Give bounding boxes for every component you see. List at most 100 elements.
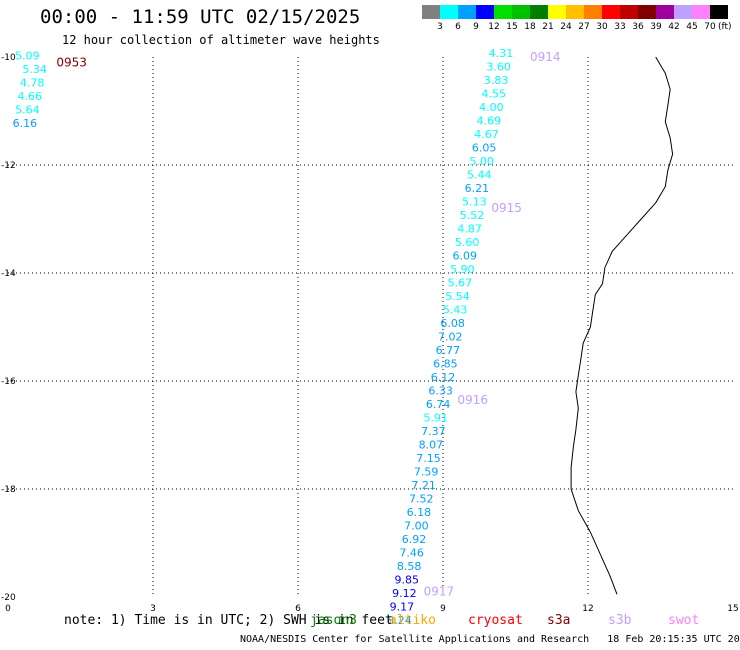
wave-height-label: 4.78 [20, 77, 45, 90]
wave-height-label: 6.12 [431, 371, 456, 384]
color-legend-swatch: 45 [674, 5, 698, 32]
color-legend-swatch: 9 [458, 5, 479, 32]
color-legend-swatch: 30 [584, 5, 608, 32]
color-legend-swatch: 3 [422, 5, 443, 32]
y-tick-label: -14 [1, 269, 16, 279]
color-legend-label: 42 [668, 22, 680, 32]
color-legend-swatch: 12 [476, 5, 500, 32]
color-legend-swatch [710, 5, 728, 19]
color-legend-label: 18 [524, 22, 536, 32]
color-legend-swatch: 21 [530, 5, 554, 32]
color-legend-label: 33 [614, 22, 626, 32]
wave-height-label: 7.52 [409, 493, 434, 506]
wave-height-label: 6.16 [13, 117, 38, 130]
wave-height-label: 6.92 [402, 533, 427, 546]
color-legend-swatch: 33 [602, 5, 626, 32]
footer-timestamp: 18 Feb 20:15:35 UTC 2025 [607, 634, 740, 645]
wave-height-label: 4.67 [474, 128, 499, 141]
color-legend-label: 70 [704, 22, 716, 32]
x-tick-label: 12 [582, 604, 593, 614]
wave-height-label: 6.77 [436, 344, 461, 357]
color-legend-swatch: 27 [566, 5, 590, 32]
wave-height-label: 5.34 [22, 63, 47, 76]
wave-height-label: 5.90 [450, 263, 475, 276]
wave-height-label: 5.43 [443, 304, 468, 317]
wave-height-label: 5.00 [469, 155, 494, 168]
color-legend-label: 39 [650, 22, 662, 32]
color-legend-swatch: 39 [638, 5, 662, 32]
wave-height-label: 7.02 [438, 331, 463, 344]
color-legend-swatch: 6 [440, 5, 461, 32]
wave-height-label: 4.31 [489, 47, 514, 60]
pass-time-label: 0914 [530, 50, 561, 64]
wave-height-label: 5.60 [455, 236, 480, 249]
wave-height-label: 9.12 [392, 587, 417, 600]
color-legend-label: 24 [560, 22, 572, 32]
wave-height-label: 3.60 [486, 61, 511, 74]
color-legend-swatch: 36 [620, 5, 644, 32]
color-legend-label: 9 [473, 22, 479, 32]
satellite-legend-altiko: altiko [389, 613, 436, 628]
color-legend: 3 6 9 12 15 18 21 24 27 30 33 36 39 42 45 70 [422, 5, 728, 32]
coastline [570, 56, 674, 595]
wave-height-label: 4.55 [482, 88, 507, 101]
wave-height-label: 5.52 [460, 209, 485, 222]
x-tick-label: 6 [295, 604, 301, 614]
wave-height-label: 7.00 [404, 520, 429, 533]
wave-height-label: 7.59 [414, 466, 439, 479]
color-legend-label: 30 [596, 22, 608, 32]
wave-height-label: 8.07 [419, 439, 444, 452]
wave-height-label: 7.46 [399, 547, 424, 560]
wave-height-label: 6.18 [407, 506, 432, 519]
color-legend-swatch: 24 [548, 5, 572, 32]
pass-time-label: 0953 [56, 55, 87, 69]
wave-height-label: 6.33 [428, 385, 453, 398]
footer-note: note: 1) Time is in UTC; 2) SWH is in fe… [64, 613, 393, 628]
credit-text: NOAA/NESDIS Center for Satellite Applica… [240, 634, 590, 645]
color-legend-label: 21 [542, 22, 554, 32]
wave-height-label: 4.69 [477, 115, 502, 128]
y-tick-label: -12 [1, 161, 16, 171]
satellite-legend-jason3: jason3 [310, 613, 357, 628]
wave-height-label: 6.74 [426, 398, 451, 411]
wave-height-label: 5.13 [462, 196, 487, 209]
color-legend-swatch: 70 [692, 5, 716, 32]
color-legend-label: 3 [437, 22, 443, 32]
wave-height-label: 4.87 [457, 223, 482, 236]
wave-height-label: 7.15 [416, 452, 441, 465]
footer-credit: NOAA/NESDIS Center for Satellite Applica… [240, 634, 740, 645]
wave-height-label: 8.58 [397, 560, 422, 573]
satellite-legend-swot: swot [668, 613, 700, 628]
wave-height-label: 4.66 [18, 90, 43, 103]
wave-height-label: 5.64 [15, 104, 40, 117]
y-tick-label: -20 [1, 593, 16, 603]
color-legend-label: 6 [455, 22, 461, 32]
satellite-legend-s3b: s3b [608, 613, 632, 628]
wave-height-label: 6.09 [453, 250, 478, 263]
x-tick-label: 3 [150, 604, 156, 614]
color-legend-label: 45 [686, 22, 698, 32]
wave-height-label: 6.21 [465, 182, 490, 195]
satellite-legend-s3a: s3a [547, 613, 571, 628]
wave-height-label: 8.24 [387, 614, 412, 627]
wave-height-label: 6.08 [440, 317, 465, 330]
wave-height-label: 5.44 [467, 169, 492, 182]
color-legend-label: 15 [506, 22, 518, 32]
wave-height-label: 7.21 [411, 479, 436, 492]
y-tick-label: -16 [1, 377, 16, 387]
satellite-legend-cryosat: cryosat [468, 613, 523, 628]
wave-height-label: 3.83 [484, 74, 509, 87]
satellite-legend: jason3 altiko cryosat s3a s3b swot [0, 613, 740, 631]
x-tick-label: 0 [5, 604, 11, 614]
page-subtitle: 12 hour collection of altimeter wave hei… [62, 33, 380, 47]
color-legend-label: 27 [578, 22, 590, 32]
y-tick-label: -10 [1, 53, 16, 63]
wave-height-label: 9.17 [390, 601, 415, 614]
color-legend-swatch: 15 [494, 5, 518, 32]
color-legend-label: 36 [632, 22, 644, 32]
color-legend-unit: (ft) [718, 22, 732, 32]
color-legend-swatch: 42 [656, 5, 680, 32]
wave-height-label: 5.54 [445, 290, 470, 303]
pass-time-label: 0917 [424, 585, 455, 599]
